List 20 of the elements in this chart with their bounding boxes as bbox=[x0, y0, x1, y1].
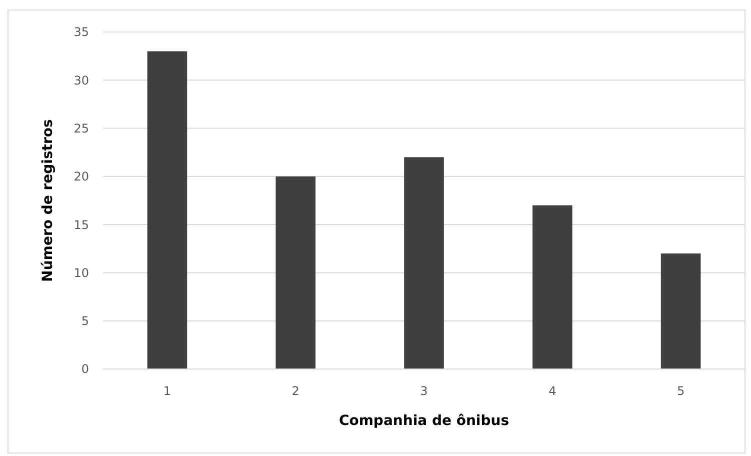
x-tick-label: 5 bbox=[676, 384, 685, 398]
bar bbox=[276, 176, 316, 369]
y-tick-label: 5 bbox=[81, 314, 89, 328]
y-axis-title: Número de registros bbox=[40, 119, 56, 282]
bar bbox=[404, 157, 444, 369]
bar bbox=[660, 253, 701, 369]
y-tick-label: 10 bbox=[74, 266, 89, 280]
bar bbox=[532, 205, 572, 369]
bar bbox=[147, 51, 188, 369]
y-tick-label: 35 bbox=[74, 25, 89, 40]
y-tick-label: 20 bbox=[74, 170, 89, 184]
x-tick-label: 4 bbox=[548, 384, 556, 398]
y-tick-label: 25 bbox=[74, 121, 89, 136]
x-tick-label: 1 bbox=[163, 384, 172, 398]
x-tick-label: 3 bbox=[420, 384, 428, 398]
y-tick-label: 0 bbox=[81, 362, 89, 376]
y-tick-label: 15 bbox=[74, 218, 89, 232]
x-axis-title: Companhia de ônibus bbox=[338, 413, 510, 429]
y-tick-label: 30 bbox=[74, 73, 89, 88]
x-tick-label: 2 bbox=[292, 384, 300, 398]
